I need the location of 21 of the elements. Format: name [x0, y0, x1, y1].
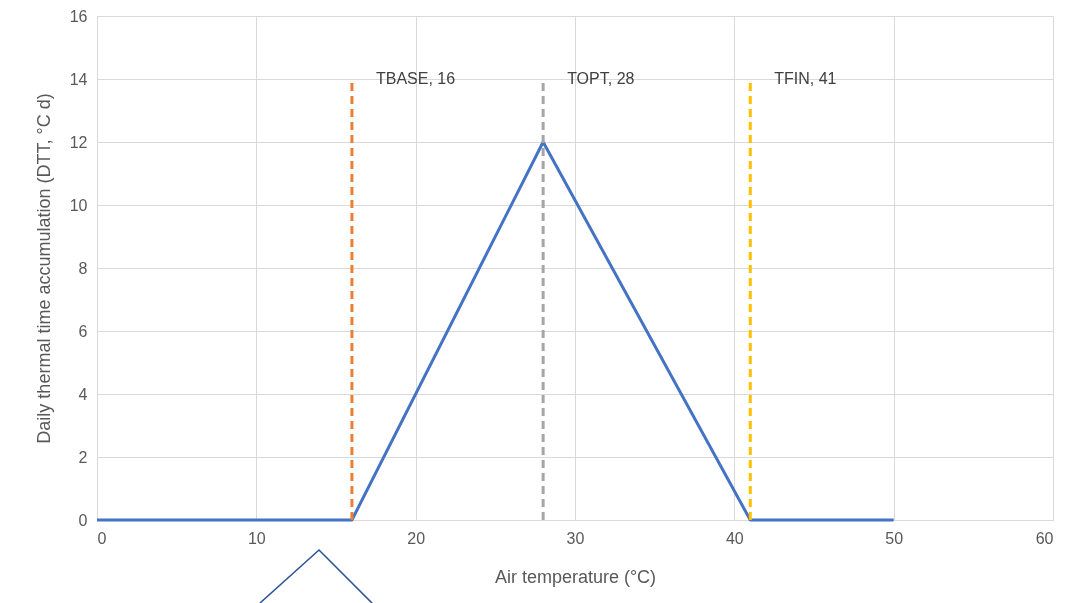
- x-tick-label: 0: [97, 529, 107, 547]
- series-label: TFIN, 41: [774, 70, 837, 87]
- y-tick-label: 14: [69, 70, 88, 88]
- x-tick-label: 30: [566, 529, 585, 547]
- y-tick-label: 4: [78, 385, 88, 403]
- x-tick-label: 10: [247, 529, 266, 547]
- y-tick-label: 0: [78, 511, 88, 529]
- x-tick-label: 50: [885, 529, 904, 547]
- y-tick-label: 16: [69, 7, 88, 25]
- series-label: TBASE, 16: [375, 70, 456, 87]
- x-tick-label: 40: [725, 529, 744, 547]
- x-axis-title: Air temperature (°C): [494, 566, 657, 587]
- y-tick-label: 8: [78, 259, 88, 277]
- x-tick-label: 60: [1035, 529, 1054, 547]
- y-axis-title: Daily thermal time accumulation (DTT, °C d): [33, 93, 54, 444]
- y-tick-label: 2: [78, 448, 88, 466]
- y-tick-label: 10: [69, 196, 88, 214]
- x-tick-label: 20: [407, 529, 426, 547]
- y-tick-label: 6: [78, 322, 88, 340]
- series-label: TOPT, 28: [567, 70, 635, 87]
- y-tick-label: 12: [69, 133, 88, 151]
